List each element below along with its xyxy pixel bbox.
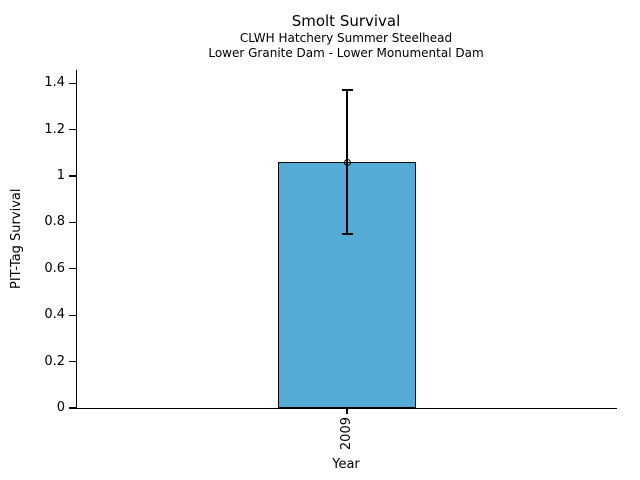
- chart-subtitle-line1: CLWH Hatchery Summer Steelhead: [239, 31, 453, 45]
- y-tick-mark: [69, 129, 76, 131]
- y-tick-label: 0: [56, 400, 65, 415]
- y-tick-mark: [69, 268, 76, 270]
- chart-header: Smolt Survival CLWH Hatchery Summer Stee…: [76, 12, 616, 61]
- y-tick-mark: [69, 221, 76, 223]
- y-tick-label: 1.4: [44, 75, 65, 91]
- y-tick-label: 0.2: [44, 353, 65, 369]
- error-bar-cap-lower: [341, 233, 353, 235]
- chart-title: Smolt Survival: [291, 12, 401, 30]
- y-tick-label: 0.4: [44, 307, 65, 323]
- x-axis-label: Year: [332, 457, 360, 472]
- y-tick-label: 1.2: [44, 121, 65, 137]
- y-tick-mark: [69, 314, 76, 316]
- x-tick-label: 2009: [339, 417, 354, 451]
- y-tick-label: 0.8: [44, 214, 65, 230]
- data-point-marker: [343, 158, 351, 166]
- plot-area: 0 0.2 0.4 0.6 0.8 1 1.2 1.4 2009: [44, 70, 617, 450]
- y-tick-mark: [69, 361, 76, 363]
- y-tick-mark: [69, 407, 76, 409]
- y-tick-label: 0.6: [44, 260, 65, 276]
- y-tick-label: 1: [56, 168, 65, 184]
- x-tick-mark: [346, 408, 348, 414]
- y-tick-mark: [69, 175, 76, 177]
- chart-subtitle-line2: Lower Granite Dam - Lower Monumental Dam: [208, 46, 484, 60]
- error-bar-cap-upper: [341, 89, 353, 91]
- y-tick-mark: [69, 82, 76, 84]
